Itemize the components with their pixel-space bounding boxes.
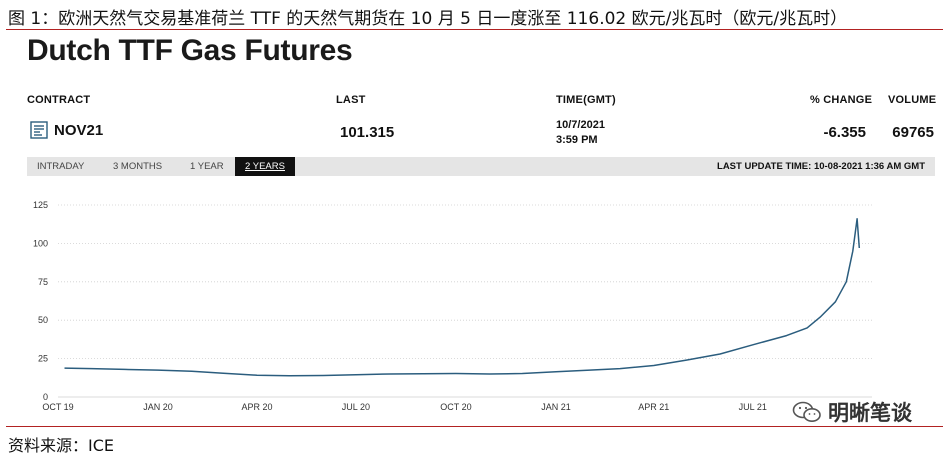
y-tick-label: 125 (33, 200, 48, 210)
tab-1-year[interactable]: 1 YEAR (190, 161, 224, 172)
caption-divider (6, 29, 943, 30)
y-tick-label: 50 (38, 315, 48, 325)
x-tick-label: OCT 20 (440, 402, 471, 412)
quote-time: 3:59 PM (556, 134, 598, 146)
last-price: 101.315 (340, 124, 395, 141)
x-tick-label: JAN 20 (143, 402, 173, 412)
tab-intraday[interactable]: INTRADAY (37, 161, 85, 172)
time-header: TIME(GMT) (556, 94, 616, 106)
x-tick-label: OCT 19 (42, 402, 73, 412)
page-title: Dutch TTF Gas Futures (27, 34, 353, 67)
range-tab-bar: INTRADAY 3 MONTHS 1 YEAR 2 YEARS LAST UP… (27, 157, 935, 176)
contract-document-icon (30, 121, 48, 139)
volume-value: 69765 (892, 124, 934, 141)
x-tick-label: JUL 20 (342, 402, 370, 412)
change-header: % CHANGE (810, 94, 873, 106)
figure-source: 资料来源：ICE (8, 436, 115, 455)
tab-3-months[interactable]: 3 MONTHS (113, 161, 163, 172)
figure-caption: 图 1：欧洲天然气交易基准荷兰 TTF 的天然气期货在 10 月 5 日一度涨至… (8, 9, 848, 29)
x-tick-label: APR 21 (638, 402, 669, 412)
contract-cell[interactable]: NOV21 (30, 121, 103, 139)
quote-timestamp: 10/7/2021 3:59 PM (556, 118, 605, 148)
y-tick-label: 25 (38, 354, 48, 364)
tab-2-years[interactable]: 2 YEARS (235, 157, 295, 176)
wechat-icon (792, 401, 821, 422)
volume-header: VOLUME (888, 94, 937, 106)
watermark: 明晰笔谈 (792, 397, 912, 427)
x-tick-label: JUL 21 (739, 402, 767, 412)
x-tick-label: APR 20 (241, 402, 272, 412)
quote-date: 10/7/2021 (556, 119, 605, 131)
x-tick-label: JAN 21 (541, 402, 571, 412)
y-tick-label: 100 (33, 238, 48, 248)
contract-code: NOV21 (54, 121, 104, 139)
y-tick-label: 75 (38, 277, 48, 287)
last-update-time: LAST UPDATE TIME: 10-08-2021 1:36 AM GMT (717, 161, 925, 172)
last-header: LAST (336, 94, 366, 106)
source-divider (6, 426, 943, 427)
percent-change: -6.355 (823, 124, 866, 141)
y-tick-label: 0 (43, 392, 48, 402)
series-line (64, 218, 861, 377)
contract-header: CONTRACT (27, 94, 91, 106)
watermark-text: 明晰笔谈 (828, 401, 912, 425)
